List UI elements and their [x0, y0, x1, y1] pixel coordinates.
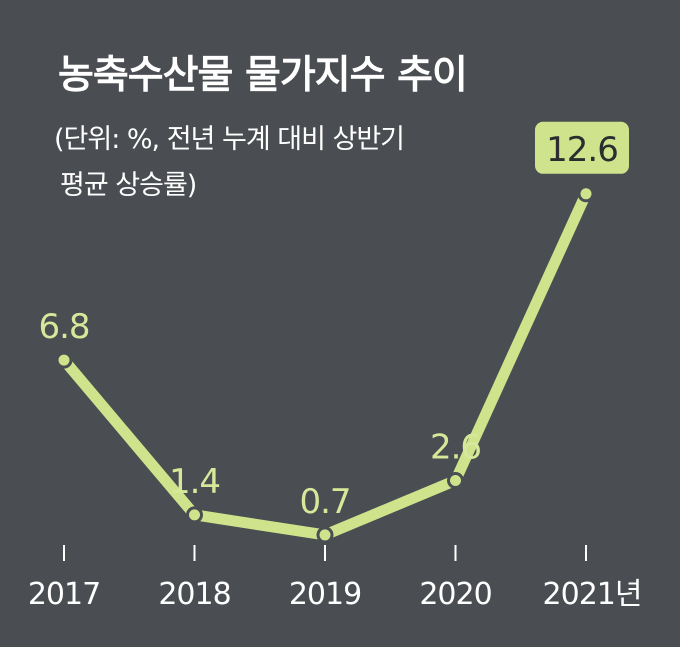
x-tick-label-3: 2020 — [419, 577, 491, 612]
data-label-4: 12.6 — [546, 130, 618, 170]
x-tick-label-4: 2021년 — [543, 577, 642, 612]
x-tick-label-1: 2018 — [158, 577, 230, 612]
x-tick-label-0: 2017 — [28, 577, 100, 612]
chart-title: 농축수산물 물가지수 추이 — [58, 53, 468, 98]
subtitle-line-2: 평균 상승률) — [60, 170, 197, 201]
data-point-3 — [447, 471, 464, 489]
data-label-2: 0.7 — [299, 482, 350, 522]
x-tick-label-2: 2019 — [289, 577, 361, 612]
data-label-box-4 — [535, 121, 629, 174]
data-point-1 — [186, 506, 203, 524]
data-point-0 — [55, 351, 73, 369]
data-label-3: 2.6 — [430, 427, 481, 467]
data-point-4 — [577, 185, 595, 203]
subtitle-line-1: (단위: %, 전년 누계 대비 상반기 — [54, 124, 405, 155]
data-label-1: 1.4 — [169, 462, 220, 502]
data-label-0: 6.8 — [38, 307, 89, 347]
chart-subtitle: (단위: %, 전년 누계 대비 상반기 평균 상승률) — [54, 117, 524, 209]
data-point-2 — [316, 526, 334, 544]
